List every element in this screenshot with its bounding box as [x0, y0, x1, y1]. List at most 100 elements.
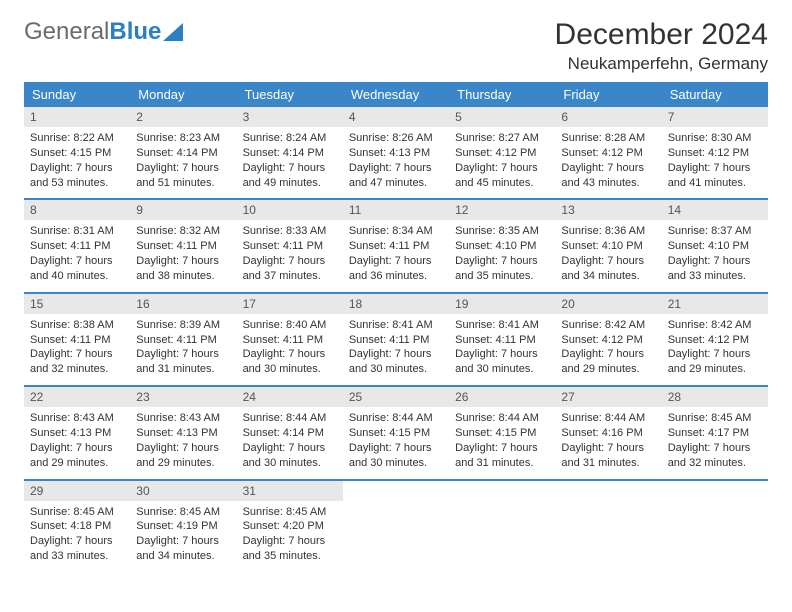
sunset-line: Sunset: 4:15 PM: [349, 426, 443, 441]
calendar-cell: 9Sunrise: 8:32 AMSunset: 4:11 PMDaylight…: [130, 199, 236, 292]
logo: GeneralBlue: [24, 18, 183, 46]
weekday-header: Monday: [130, 82, 236, 107]
daylight-line: Daylight: 7 hours and 35 minutes.: [455, 254, 549, 284]
day-number: 23: [130, 387, 236, 407]
calendar-cell: 26Sunrise: 8:44 AMSunset: 4:15 PMDayligh…: [449, 386, 555, 479]
daylight-line: Daylight: 7 hours and 53 minutes.: [30, 161, 124, 191]
daylight-line: Daylight: 7 hours and 31 minutes.: [455, 441, 549, 471]
calendar-cell: 25Sunrise: 8:44 AMSunset: 4:15 PMDayligh…: [343, 386, 449, 479]
sunset-line: Sunset: 4:11 PM: [349, 333, 443, 348]
daylight-line: Daylight: 7 hours and 51 minutes.: [136, 161, 230, 191]
day-number: 3: [237, 107, 343, 127]
sunrise-line: Sunrise: 8:44 AM: [349, 411, 443, 426]
day-number: 9: [130, 200, 236, 220]
sunrise-line: Sunrise: 8:26 AM: [349, 131, 443, 146]
calendar-cell: 4Sunrise: 8:26 AMSunset: 4:13 PMDaylight…: [343, 107, 449, 199]
day-number: 22: [24, 387, 130, 407]
sunrise-line: Sunrise: 8:22 AM: [30, 131, 124, 146]
calendar-row: 8Sunrise: 8:31 AMSunset: 4:11 PMDaylight…: [24, 199, 768, 292]
day-number: 24: [237, 387, 343, 407]
sunrise-line: Sunrise: 8:32 AM: [136, 224, 230, 239]
sunrise-line: Sunrise: 8:38 AM: [30, 318, 124, 333]
calendar-row: 15Sunrise: 8:38 AMSunset: 4:11 PMDayligh…: [24, 293, 768, 386]
daylight-line: Daylight: 7 hours and 38 minutes.: [136, 254, 230, 284]
daylight-line: Daylight: 7 hours and 31 minutes.: [136, 347, 230, 377]
sunset-line: Sunset: 4:12 PM: [561, 333, 655, 348]
day-number: 28: [662, 387, 768, 407]
sunrise-line: Sunrise: 8:24 AM: [243, 131, 337, 146]
header: GeneralBlue December 2024 Neukamperfehn,…: [24, 18, 768, 74]
day-details: Sunrise: 8:39 AMSunset: 4:11 PMDaylight:…: [130, 314, 236, 385]
sunrise-line: Sunrise: 8:28 AM: [561, 131, 655, 146]
sunrise-line: Sunrise: 8:40 AM: [243, 318, 337, 333]
sunset-line: Sunset: 4:12 PM: [668, 146, 762, 161]
sunset-line: Sunset: 4:12 PM: [455, 146, 549, 161]
day-details: Sunrise: 8:30 AMSunset: 4:12 PMDaylight:…: [662, 127, 768, 198]
day-details: Sunrise: 8:32 AMSunset: 4:11 PMDaylight:…: [130, 220, 236, 291]
calendar-cell: 6Sunrise: 8:28 AMSunset: 4:12 PMDaylight…: [555, 107, 661, 199]
day-details: Sunrise: 8:26 AMSunset: 4:13 PMDaylight:…: [343, 127, 449, 198]
calendar-cell: 19Sunrise: 8:41 AMSunset: 4:11 PMDayligh…: [449, 293, 555, 386]
day-details: Sunrise: 8:27 AMSunset: 4:12 PMDaylight:…: [449, 127, 555, 198]
weekday-header: Thursday: [449, 82, 555, 107]
calendar-cell: 12Sunrise: 8:35 AMSunset: 4:10 PMDayligh…: [449, 199, 555, 292]
sunset-line: Sunset: 4:11 PM: [243, 333, 337, 348]
calendar-cell: 23Sunrise: 8:43 AMSunset: 4:13 PMDayligh…: [130, 386, 236, 479]
sunrise-line: Sunrise: 8:36 AM: [561, 224, 655, 239]
sunset-line: Sunset: 4:11 PM: [243, 239, 337, 254]
sunset-line: Sunset: 4:16 PM: [561, 426, 655, 441]
sunset-line: Sunset: 4:13 PM: [136, 426, 230, 441]
daylight-line: Daylight: 7 hours and 35 minutes.: [243, 534, 337, 564]
calendar-cell: 15Sunrise: 8:38 AMSunset: 4:11 PMDayligh…: [24, 293, 130, 386]
daylight-line: Daylight: 7 hours and 37 minutes.: [243, 254, 337, 284]
daylight-line: Daylight: 7 hours and 29 minutes.: [136, 441, 230, 471]
day-details: Sunrise: 8:44 AMSunset: 4:14 PMDaylight:…: [237, 407, 343, 478]
calendar-cell: 31Sunrise: 8:45 AMSunset: 4:20 PMDayligh…: [237, 480, 343, 572]
day-details: Sunrise: 8:33 AMSunset: 4:11 PMDaylight:…: [237, 220, 343, 291]
sunset-line: Sunset: 4:13 PM: [30, 426, 124, 441]
day-details: Sunrise: 8:31 AMSunset: 4:11 PMDaylight:…: [24, 220, 130, 291]
sunrise-line: Sunrise: 8:34 AM: [349, 224, 443, 239]
daylight-line: Daylight: 7 hours and 36 minutes.: [349, 254, 443, 284]
sunrise-line: Sunrise: 8:31 AM: [30, 224, 124, 239]
day-details: Sunrise: 8:24 AMSunset: 4:14 PMDaylight:…: [237, 127, 343, 198]
day-number: 19: [449, 294, 555, 314]
sunset-line: Sunset: 4:15 PM: [30, 146, 124, 161]
sunset-line: Sunset: 4:11 PM: [455, 333, 549, 348]
sunset-line: Sunset: 4:10 PM: [561, 239, 655, 254]
calendar-cell: [555, 480, 661, 572]
sunset-line: Sunset: 4:11 PM: [349, 239, 443, 254]
sunset-line: Sunset: 4:11 PM: [30, 333, 124, 348]
day-details: Sunrise: 8:42 AMSunset: 4:12 PMDaylight:…: [662, 314, 768, 385]
calendar-cell: [343, 480, 449, 572]
daylight-line: Daylight: 7 hours and 29 minutes.: [30, 441, 124, 471]
sunrise-line: Sunrise: 8:45 AM: [243, 505, 337, 520]
day-number: 17: [237, 294, 343, 314]
calendar-cell: 8Sunrise: 8:31 AMSunset: 4:11 PMDaylight…: [24, 199, 130, 292]
sunrise-line: Sunrise: 8:44 AM: [243, 411, 337, 426]
day-number: 20: [555, 294, 661, 314]
day-number: 8: [24, 200, 130, 220]
calendar-cell: 3Sunrise: 8:24 AMSunset: 4:14 PMDaylight…: [237, 107, 343, 199]
sunset-line: Sunset: 4:12 PM: [561, 146, 655, 161]
day-number: 1: [24, 107, 130, 127]
weekday-header: Saturday: [662, 82, 768, 107]
calendar-cell: [662, 480, 768, 572]
sunset-line: Sunset: 4:10 PM: [668, 239, 762, 254]
calendar-cell: 14Sunrise: 8:37 AMSunset: 4:10 PMDayligh…: [662, 199, 768, 292]
day-number: 21: [662, 294, 768, 314]
day-number: 11: [343, 200, 449, 220]
day-details: Sunrise: 8:41 AMSunset: 4:11 PMDaylight:…: [343, 314, 449, 385]
daylight-line: Daylight: 7 hours and 32 minutes.: [668, 441, 762, 471]
day-details: Sunrise: 8:45 AMSunset: 4:20 PMDaylight:…: [237, 501, 343, 572]
sunset-line: Sunset: 4:15 PM: [455, 426, 549, 441]
daylight-line: Daylight: 7 hours and 32 minutes.: [30, 347, 124, 377]
sunrise-line: Sunrise: 8:23 AM: [136, 131, 230, 146]
sunset-line: Sunset: 4:20 PM: [243, 519, 337, 534]
daylight-line: Daylight: 7 hours and 29 minutes.: [561, 347, 655, 377]
day-details: Sunrise: 8:44 AMSunset: 4:15 PMDaylight:…: [449, 407, 555, 478]
sunset-line: Sunset: 4:11 PM: [136, 239, 230, 254]
calendar-cell: 22Sunrise: 8:43 AMSunset: 4:13 PMDayligh…: [24, 386, 130, 479]
calendar-cell: 20Sunrise: 8:42 AMSunset: 4:12 PMDayligh…: [555, 293, 661, 386]
daylight-line: Daylight: 7 hours and 45 minutes.: [455, 161, 549, 191]
